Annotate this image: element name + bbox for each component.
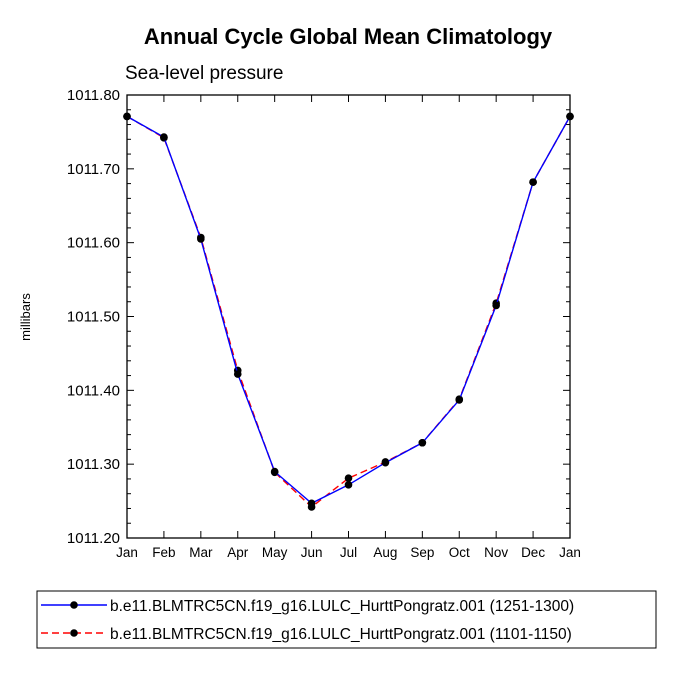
data-point xyxy=(160,133,168,141)
data-point xyxy=(344,474,353,482)
x-tick-label: Aug xyxy=(373,545,397,560)
x-tick-label: Oct xyxy=(449,545,470,560)
chart-subtitle: Sea-level pressure xyxy=(125,63,283,84)
data-point xyxy=(418,438,427,447)
data-point xyxy=(270,467,279,476)
y-tick-label: 1011.40 xyxy=(67,382,120,399)
y-tick-label: 1011.30 xyxy=(67,456,120,473)
legend-marker-1 xyxy=(70,601,78,609)
legend-label-1: b.e11.BLMTRC5CN.f19_g16.LULC_HurttPongra… xyxy=(110,598,574,615)
y-tick-label: 1011.20 xyxy=(67,530,120,547)
y-tick-label: 1011.50 xyxy=(67,309,120,326)
x-tick-label: Feb xyxy=(152,545,175,560)
data-point xyxy=(233,370,242,378)
x-tick-label: May xyxy=(262,545,288,560)
data-point xyxy=(307,499,316,508)
x-tick-label: Jul xyxy=(340,545,357,560)
y-tick-label: 1011.60 xyxy=(67,235,120,252)
data-point xyxy=(529,178,537,186)
data-point xyxy=(344,481,353,489)
x-tick-label: Mar xyxy=(189,545,213,560)
x-tick-label: Sep xyxy=(410,545,434,560)
data-point xyxy=(455,396,464,404)
x-tick-label: Apr xyxy=(227,545,249,560)
x-tick-label: Jan xyxy=(559,545,581,560)
data-point xyxy=(197,235,205,243)
plot-frame xyxy=(126,94,571,539)
x-tick-label: Nov xyxy=(484,545,508,560)
data-point xyxy=(492,301,500,310)
series-line-1 xyxy=(126,115,571,505)
legend-label-2: b.e11.BLMTRC5CN.f19_g16.LULC_HurttPongra… xyxy=(110,626,572,643)
legend-box xyxy=(36,590,657,649)
y-tick-label: 1011.80 xyxy=(67,87,120,104)
legend-marker-2 xyxy=(70,629,78,637)
chart-title: Annual Cycle Global Mean Climatology xyxy=(144,24,553,49)
x-tick-label: Jan xyxy=(116,545,138,560)
x-tick-label: Dec xyxy=(521,545,545,560)
y-tick-label: 1011.70 xyxy=(67,161,120,178)
data-point xyxy=(381,458,390,467)
y-axis-label: millibars xyxy=(18,293,33,341)
series-line-2 xyxy=(126,115,571,508)
x-tick-label: Jun xyxy=(301,545,323,560)
